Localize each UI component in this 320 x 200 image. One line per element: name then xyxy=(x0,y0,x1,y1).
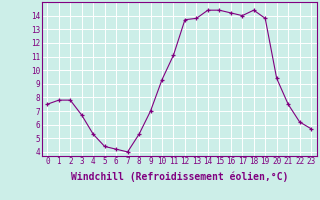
X-axis label: Windchill (Refroidissement éolien,°C): Windchill (Refroidissement éolien,°C) xyxy=(70,172,288,182)
